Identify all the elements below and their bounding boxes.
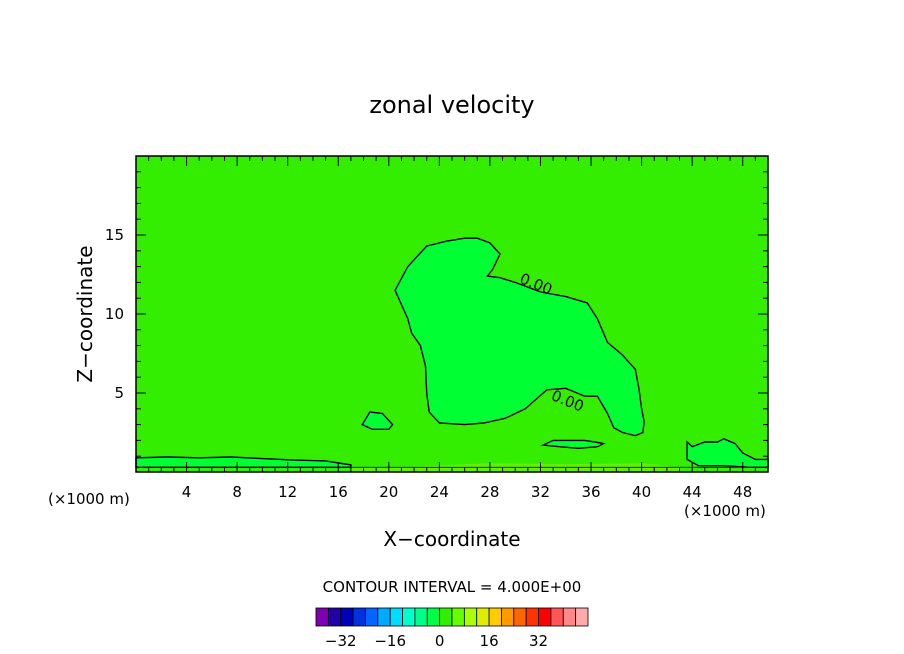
chart-title: zonal velocity [369,91,534,119]
colorbar-swatch [426,607,441,627]
colorbar-swatch [562,607,577,627]
colorbar-swatch [439,607,453,627]
colorbar-tick-label: −16 [374,632,406,650]
colorbar: −32 −16 0 16 32 [315,607,589,650]
x-tick-label: 8 [232,483,242,501]
colorbar-swatch [525,607,539,627]
colorbar-tick-label: −32 [325,632,357,650]
colorbar-swatch [340,607,354,627]
colorbar-tick-label: 32 [529,632,548,650]
colorbar-swatch [550,607,564,627]
colorbar-swatch [488,607,502,627]
x-tick-label: 12 [278,483,297,501]
x-unit-right: (×1000 m) [684,502,766,520]
y-tick-label: 15 [105,226,124,244]
contour-interval-text: CONTOUR INTERVAL = 4.000E+00 [323,578,582,596]
x-tick-label: 36 [581,483,600,501]
colorbar-swatch [389,607,403,627]
y-tick-label: 10 [105,305,124,323]
colorbar-tick-label: 16 [480,632,499,650]
x-axis-label: X−coordinate [383,527,520,551]
colorbar-tick-label: 0 [435,632,445,650]
x-tick-label: 48 [733,483,752,501]
colorbar-swatch [538,607,552,627]
x-tick-label: 28 [480,483,499,501]
contour-region-1 [394,237,645,437]
x-tick-label: 20 [379,483,398,501]
y-tick-label: 5 [114,384,124,402]
colorbar-swatch [501,607,515,627]
x-tick-label: 16 [329,483,348,501]
colorbar-swatch [463,607,478,627]
contour-region-4 [686,438,769,468]
x-unit-left: (×1000 m) [48,490,130,508]
contour-layer: 0.000.00 [135,237,769,468]
colorbar-swatch [327,607,342,627]
y-axis-label: Z−coordinate [73,245,97,382]
x-tick-label: 44 [683,483,702,501]
x-tick-label: 24 [430,483,449,501]
x-tick-label: 32 [531,483,550,501]
colorbar-swatch [365,607,379,627]
colorbar-swatch [513,607,527,627]
colorbar-swatch [402,607,416,627]
colorbar-swatch [451,607,465,627]
x-tick-label: 40 [632,483,651,501]
colorbar-swatch [414,607,428,627]
contour-region-3 [540,439,606,450]
colorbar-swatch [476,607,490,627]
colorbar-swatch [315,607,329,627]
colorbar-swatch [352,607,366,627]
contour-region-2 [361,411,394,430]
x-tick-label: 4 [182,483,192,501]
colorbar-swatch [377,607,391,627]
colorbar-swatch [575,607,589,627]
